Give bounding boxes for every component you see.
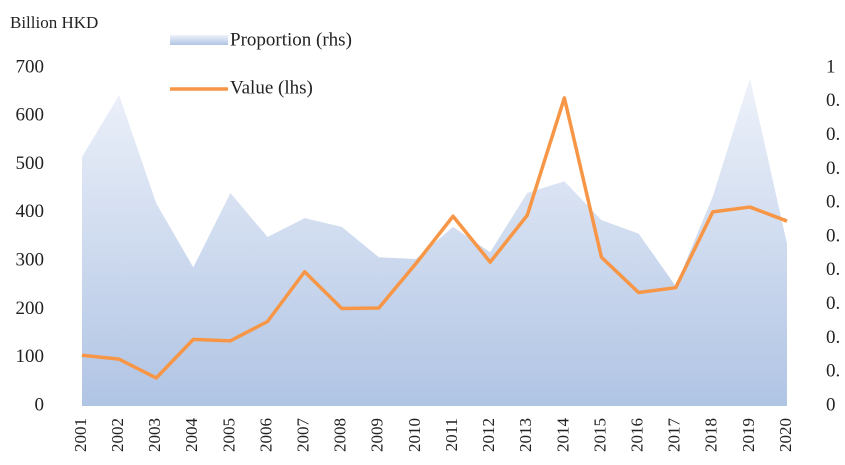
legend-label: Value (lhs)	[230, 77, 313, 98]
x-tick-label: 2015	[590, 418, 609, 452]
area	[82, 78, 787, 406]
x-tick-label: 2017	[665, 418, 684, 453]
x-tick-label: 2011	[442, 418, 461, 451]
y2-tick-label: 0.	[826, 225, 840, 246]
x-tick-label: 2010	[405, 418, 424, 452]
x-tick-label: 2002	[108, 418, 127, 452]
y2-tick-label: 0	[826, 394, 836, 415]
x-tick-label: 2012	[479, 418, 498, 452]
y2-tick-label: 0.	[826, 158, 840, 179]
x-tick-label: 2019	[739, 418, 758, 452]
x-tick-label: 2005	[219, 418, 238, 452]
y2-tick-label: 1	[826, 56, 836, 77]
line	[81, 96, 788, 380]
y-tick-label: 700	[16, 56, 45, 77]
x-tick-label: 2007	[294, 418, 313, 453]
x-tick-label: 2008	[331, 418, 350, 452]
y-tick-label: 0	[35, 394, 45, 415]
y-tick-label: 100	[16, 346, 45, 367]
x-tick-label: 2006	[256, 418, 275, 452]
legend-swatch	[170, 35, 228, 45]
x-tick-label: 2020	[776, 418, 795, 452]
x-tick-label: 2004	[182, 418, 201, 453]
x-tick-label: 2016	[627, 418, 646, 452]
y2-tick-label: 0.	[826, 192, 840, 213]
x-tick-label: 2013	[516, 418, 535, 452]
y2-tick-label: 0.	[826, 327, 840, 348]
y-tick-label: 400	[16, 201, 45, 222]
y2-tick-label: 0.	[826, 259, 840, 280]
x-tick-label: 2018	[702, 418, 721, 452]
y-tick-label: 200	[16, 298, 45, 319]
y2-tick-label: 0.	[826, 90, 840, 111]
x-tick-label: 2001	[71, 418, 90, 452]
y-tick-label: 300	[16, 250, 45, 271]
y2-tick-label: 0.	[826, 361, 840, 382]
x-tick-label: 2003	[145, 418, 164, 452]
y-tick-label: 600	[16, 105, 45, 126]
x-tick-label: 2014	[553, 418, 572, 453]
x-tick-label: 2009	[368, 418, 387, 452]
y2-tick-label: 0.	[826, 293, 840, 314]
y2-tick-label: 0.	[826, 124, 840, 145]
legend-label: Proportion (rhs)	[230, 29, 352, 50]
y-axis-label: Billion HKD	[10, 13, 98, 32]
y-tick-label: 500	[16, 153, 45, 174]
